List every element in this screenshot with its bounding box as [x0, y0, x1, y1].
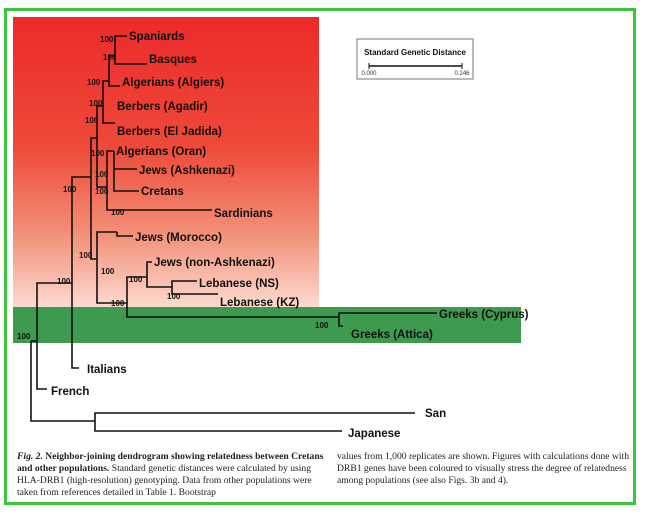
legend-title: Standard Genetic Distance: [364, 48, 466, 57]
bootstrap-value: 100: [17, 332, 31, 341]
leaf-algerians-oran: Algerians (Oran): [116, 146, 206, 158]
leaf-berbers-el-jadida: Berbers (El Jadida): [117, 126, 222, 138]
leaf-sardinians: Sardinians: [214, 208, 273, 220]
bootstrap-value: 100: [89, 99, 103, 108]
leaf-basques: Basques: [149, 54, 197, 66]
leaf-cretans: Cretans: [141, 186, 184, 198]
caption-left-body: Standard genetic distances were calculat…: [17, 463, 312, 498]
leaf-jews-morocco: Jews (Morocco): [135, 232, 222, 244]
bootstrap-value: 100: [111, 299, 125, 308]
leaf-lebanese-ns: Lebanese (NS): [199, 278, 279, 290]
bootstrap-value: 100: [111, 208, 125, 217]
bootstrap-value: 100: [167, 292, 181, 301]
leaf-italians: Italians: [87, 364, 127, 376]
caption-left-column: Fig. 2. Neighbor-joining dendrogram show…: [17, 451, 329, 499]
leaf-french: French: [51, 386, 89, 398]
bootstrap-value: 100: [101, 267, 115, 276]
caption-right-body: values from 1,000 replicates are shown. …: [337, 451, 630, 486]
bootstrap-value: 100: [103, 53, 117, 62]
legend-tick-max: 0.246: [454, 71, 470, 77]
caption-title: Neighbor-joining dendrogram showing rela…: [17, 451, 324, 474]
leaf-spaniards: Spaniards: [129, 31, 185, 43]
leaf-greeks-attica: Greeks (Attica): [351, 329, 433, 341]
dendrogram: Standard Genetic Distance 0.000 0.246: [13, 17, 529, 440]
bootstrap-value: 100: [315, 321, 329, 330]
caption-right-column: values from 1,000 replicates are shown. …: [337, 451, 633, 487]
distance-legend: Standard Genetic Distance 0.000 0.246: [356, 38, 474, 80]
caption-fig-label: Fig. 2.: [17, 451, 43, 462]
leaf-berbers-agadir: Berbers (Agadir): [117, 101, 208, 113]
bootstrap-value: 100: [87, 78, 101, 87]
leaf-greeks-cyprus: Greeks (Cyprus): [439, 309, 529, 321]
figure-caption: Fig. 2. Neighbor-joining dendrogram show…: [17, 451, 633, 502]
bootstrap-value: 100: [91, 149, 105, 158]
leaf-japanese: Japanese: [348, 428, 400, 440]
bootstrap-value: 100: [95, 170, 109, 179]
leaf-labels: Spaniards Basques Algerians (Algiers) Be…: [51, 31, 529, 440]
leaf-lebanese-kz: Lebanese (KZ): [220, 297, 299, 309]
leaf-jews-non-ashkenazi: Jews (non-Ashkenazi): [154, 257, 275, 269]
bootstrap-values: 100 100 100 100 100 100 100 100 100 100 …: [17, 35, 329, 341]
bootstrap-value: 100: [85, 116, 99, 125]
figure-frame: Standard Genetic Distance 0.000 0.246: [4, 8, 636, 505]
bootstrap-value: 100: [129, 275, 143, 284]
legend-tick-min: 0.000: [361, 71, 377, 77]
bootstrap-value: 100: [79, 251, 93, 260]
bootstrap-value: 100: [100, 35, 114, 44]
tree-branches: [30, 35, 437, 432]
red-region: [13, 17, 319, 309]
bootstrap-value: 100: [95, 187, 109, 196]
bootstrap-value: 100: [63, 185, 77, 194]
bootstrap-value: 100: [57, 277, 71, 286]
leaf-jews-ashkenazi: Jews (Ashkenazi): [139, 165, 235, 177]
leaf-algerians-algiers: Algerians (Algiers): [122, 77, 224, 89]
leaf-san: San: [425, 408, 446, 420]
